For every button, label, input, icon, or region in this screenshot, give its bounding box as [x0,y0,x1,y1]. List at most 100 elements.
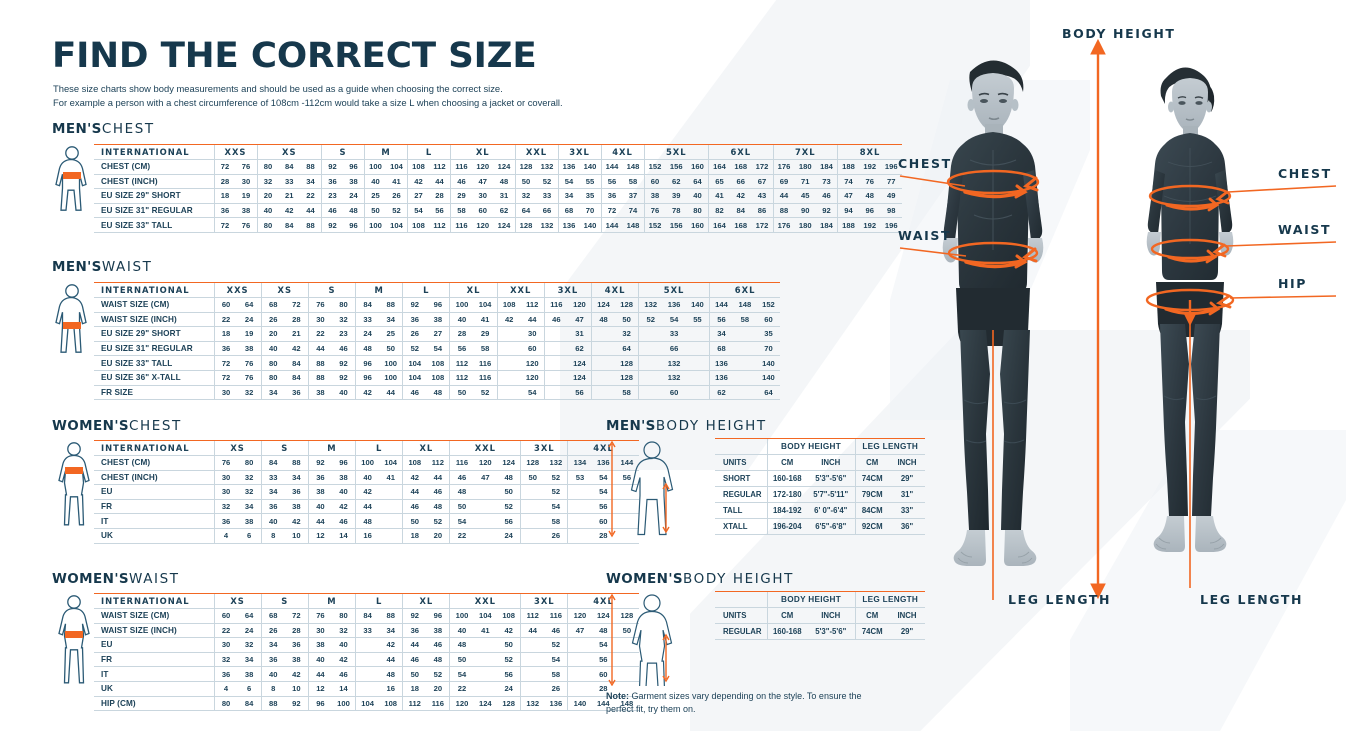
size-group-header: XXS [213,144,257,160]
table-row: TALL 184-192 6' 0"-6'4" 84CM 33" [715,502,925,519]
table-cell: 46 [543,312,568,328]
table-cell: 33 [355,312,380,328]
table-cell: 124 [567,370,592,386]
table-cell: 71 [794,174,816,190]
table-cell: 41 [386,174,408,190]
table-cell: 72 [213,370,238,386]
table-cell: 30 [307,312,332,328]
table-cell: 28 [284,623,309,639]
table-cell: 47 [837,188,859,204]
table-cell: 47 [567,312,592,328]
row-label: REGULAR [715,623,767,640]
table-cell: 73 [816,174,838,190]
table-cell: 54 [662,312,686,328]
table-cell: 40 [331,484,356,500]
table-cell [567,499,592,515]
table-cell: 104 [473,608,498,624]
table-cell: 60 [662,385,686,401]
row-label: UK [94,681,214,697]
table-cell: 112 [429,217,451,233]
table-cell: 32 [237,484,262,500]
table-cell: 29" [889,623,925,640]
table-cell: 132 [520,696,545,712]
table-cell: 40 [260,513,285,529]
section-title-mens-body-height: MEN'SBODY HEIGHT [606,418,767,434]
male-chest-figure-icon [55,146,87,211]
section-title-womens-waist: WOMEN'SWAIST [52,571,180,587]
table-cell: 44 [307,666,332,682]
table-cell [638,341,663,357]
table-cell: 55 [579,174,601,190]
table-cell: 164 [708,159,730,175]
table-cell: 46 [331,341,356,357]
table-cell: 64 [756,385,781,401]
table-cell [685,370,710,386]
table-cell: 72 [213,217,236,233]
table-cell [685,385,710,401]
table-cell: 38 [237,513,262,529]
size-group-header: 5XL [643,144,709,160]
table-cell: 134 [567,455,592,471]
table-cell: 56 [497,666,521,682]
table-cell: 120 [520,355,545,371]
table-cell: 148 [733,297,757,313]
table-cell [567,666,592,682]
female-chest-figure-icon [58,442,90,526]
table-cell: 46 [331,513,356,529]
table-cell: 46 [331,666,356,682]
table-cell: 96 [859,203,881,219]
bh-sub-header: UNITS [715,454,767,471]
table-cell: 68 [260,608,285,624]
table-cell: 56 [429,203,451,219]
table-cell [591,385,616,401]
label-women-leg-length: LEG LENGTH [1200,592,1304,607]
table-cell: 24 [237,312,262,328]
table-row: CHEST (INCH) 30 32 33 34 36 38 40 41 42 44 46 47 48 50… [94,470,639,486]
table-cell: 76 [235,159,257,175]
table-cell: 20 [260,326,285,342]
table-mens-chest: INTERNATIONAL XXS XS S M L XL XXL 3XL 4XL 5XL 6XL 7X… [94,144,902,233]
table-cell [473,637,498,653]
table-cell: 140 [567,696,592,712]
section-title-womens-chest: WOMEN'SCHEST [52,418,182,434]
table-row: UK 4 6 8 10 12 14 16 18 20 22 24 26 28 [94,681,639,697]
table-cell: 184 [816,159,838,175]
table-cell: 164 [708,217,730,233]
size-group-header: M [307,440,356,456]
section-title-light: BODY HEIGHT [655,418,767,434]
table-cell: 62 [708,385,734,401]
table-cell [520,666,545,682]
table-cell: 128 [514,159,537,175]
table-cell: 54 [449,513,474,529]
bh-sub-header: UNITS [715,607,767,624]
table-cell: 26 [544,681,568,697]
table-cell: 12 [307,681,332,697]
section-title-light: BODY HEIGHT [682,571,794,587]
table-cell: 4 [213,681,238,697]
table-cell: 168 [730,217,752,233]
table-cell: 26 [544,528,568,544]
female-hip-leader [1229,295,1337,299]
table-cell: 37 [622,188,644,204]
table-cell: 128 [497,696,521,712]
table-cell: 33 [355,623,380,639]
table-cell: 92 [402,608,427,624]
table-cell: 104 [355,696,380,712]
table-cell: 34 [237,652,262,668]
table-cell: 78 [665,203,687,219]
table-cell: 6 [237,528,262,544]
size-group-header: XXL [449,593,521,609]
table-cell: 34 [708,326,734,342]
table-cell: 44 [402,637,427,653]
table-cell: 46 [544,623,568,639]
size-group-header: 3XL [543,282,592,298]
male-waist-leader [899,247,967,257]
table-cell: 116 [543,297,568,313]
table-cell: 62 [493,203,515,219]
table-cell: 42 [278,203,300,219]
table-cell: 84 [284,355,309,371]
table-cell: 128 [520,455,545,471]
table-cell: 6 [237,681,262,697]
table-cell: 44 [520,312,545,328]
table-cell [733,385,757,401]
